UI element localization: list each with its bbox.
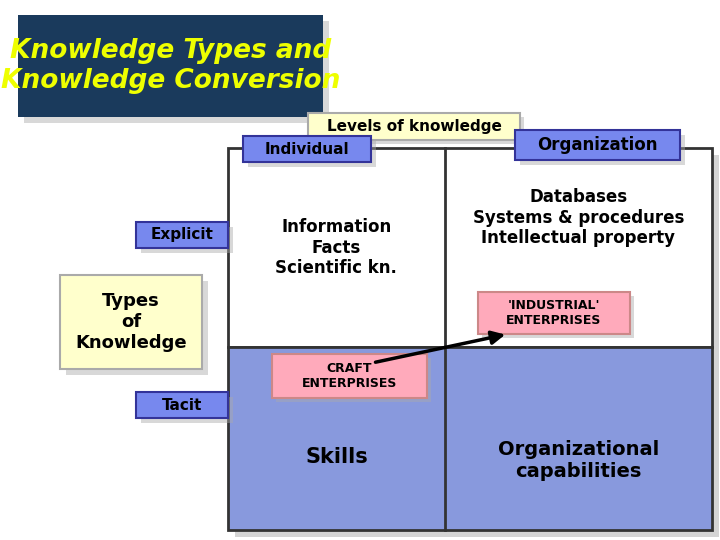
- Text: Individual: Individual: [265, 141, 349, 157]
- FancyBboxPatch shape: [482, 296, 634, 338]
- Text: Types
of
Knowledge: Types of Knowledge: [75, 292, 186, 352]
- Text: Levels of knowledge: Levels of knowledge: [327, 119, 501, 134]
- FancyBboxPatch shape: [141, 227, 233, 253]
- FancyBboxPatch shape: [276, 358, 431, 402]
- Text: Skills: Skills: [305, 447, 368, 467]
- FancyBboxPatch shape: [248, 141, 376, 167]
- FancyBboxPatch shape: [478, 292, 630, 334]
- FancyBboxPatch shape: [235, 155, 719, 537]
- Text: CRAFT
ENTERPRISES: CRAFT ENTERPRISES: [302, 362, 397, 390]
- FancyBboxPatch shape: [243, 136, 371, 162]
- Text: Tacit: Tacit: [162, 397, 202, 413]
- FancyBboxPatch shape: [515, 130, 680, 160]
- Text: Knowledge Types and
Knowledge Conversion: Knowledge Types and Knowledge Conversion: [1, 38, 340, 94]
- FancyBboxPatch shape: [308, 113, 520, 140]
- Text: Information
Facts
Scientific kn.: Information Facts Scientific kn.: [276, 218, 397, 278]
- FancyBboxPatch shape: [228, 347, 712, 530]
- FancyBboxPatch shape: [24, 21, 329, 123]
- FancyBboxPatch shape: [136, 222, 228, 248]
- Text: Explicit: Explicit: [150, 227, 213, 242]
- Text: Organizational
capabilities: Organizational capabilities: [498, 440, 659, 481]
- FancyBboxPatch shape: [141, 397, 233, 423]
- FancyBboxPatch shape: [18, 15, 323, 117]
- FancyBboxPatch shape: [136, 392, 228, 418]
- FancyBboxPatch shape: [272, 354, 427, 398]
- FancyBboxPatch shape: [312, 117, 524, 144]
- FancyBboxPatch shape: [520, 135, 685, 165]
- FancyBboxPatch shape: [228, 148, 712, 347]
- FancyBboxPatch shape: [60, 275, 202, 369]
- Text: 'INDUSTRIAL'
ENTERPRISES: 'INDUSTRIAL' ENTERPRISES: [506, 299, 602, 327]
- Text: Databases
Systems & procedures
Intellectual property: Databases Systems & procedures Intellect…: [473, 188, 684, 247]
- FancyBboxPatch shape: [66, 281, 208, 375]
- Text: Organization: Organization: [537, 136, 658, 154]
